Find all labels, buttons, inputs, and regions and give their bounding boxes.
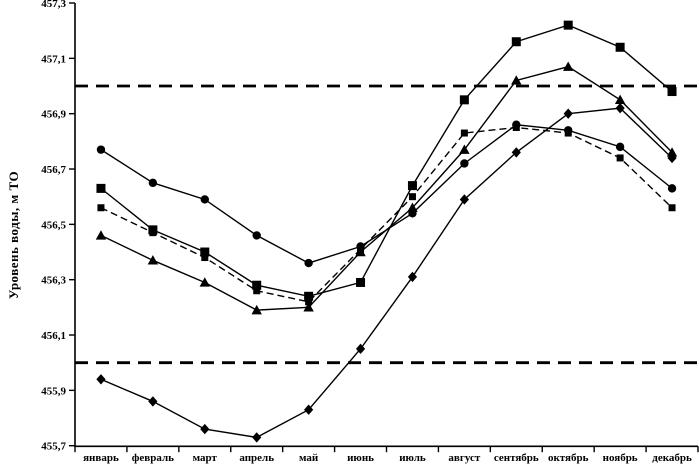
axes bbox=[74, 3, 698, 448]
circle-series-line bbox=[100, 124, 673, 264]
y-tick-label: 456,3 bbox=[41, 275, 66, 287]
diamond-marker bbox=[459, 194, 469, 205]
triangle-marker bbox=[666, 147, 678, 157]
y-tick-label: 456,9 bbox=[41, 109, 66, 121]
y-tick-label: 457,3 bbox=[41, 0, 66, 10]
square-marker bbox=[96, 183, 106, 193]
square-marker bbox=[252, 280, 262, 290]
y-tick-label: 455,7 bbox=[41, 441, 66, 453]
diamond-series-line bbox=[100, 107, 673, 439]
x-tick-label: август bbox=[448, 452, 480, 464]
small-square-marker bbox=[253, 287, 261, 295]
x-axis: январь февраль март апрель май июнь июль август… bbox=[74, 446, 699, 464]
triangle-marker bbox=[199, 277, 210, 287]
x-tick-label: октябрь bbox=[548, 452, 589, 464]
diamond-marker bbox=[511, 147, 521, 158]
square-marker bbox=[667, 87, 677, 97]
x-tick-label: апрель bbox=[239, 452, 274, 464]
square-marker bbox=[407, 181, 417, 191]
triangle-marker bbox=[459, 144, 470, 154]
y-tick-label: 456,5 bbox=[41, 219, 66, 231]
x-tick-label: май bbox=[299, 452, 319, 464]
x-tick-label: декабрь bbox=[652, 452, 692, 464]
x-tick-label: январь bbox=[83, 452, 119, 464]
y-tick-label: 456,7 bbox=[41, 164, 66, 176]
diamond-marker bbox=[200, 423, 210, 435]
triangle-marker bbox=[251, 304, 262, 315]
small-square-dashed-series bbox=[97, 124, 676, 306]
square-marker bbox=[356, 277, 366, 287]
y-tick-label: 455,9 bbox=[41, 385, 66, 397]
triangle-series-line bbox=[100, 65, 673, 311]
small-square-marker bbox=[201, 254, 209, 262]
y-tick-label: 457,1 bbox=[41, 53, 66, 65]
small-square-marker bbox=[616, 154, 624, 162]
small-square-dashed-series-line bbox=[100, 126, 673, 303]
circle-marker bbox=[252, 231, 261, 240]
circle-marker bbox=[667, 184, 677, 193]
circle-marker bbox=[460, 159, 469, 168]
small-square-marker bbox=[149, 229, 157, 237]
diamond-series bbox=[96, 102, 677, 443]
triangle-marker bbox=[147, 255, 159, 265]
diamond-marker bbox=[252, 432, 262, 443]
x-tick-label: сентябрь bbox=[494, 452, 539, 464]
triangle-marker bbox=[303, 302, 314, 312]
x-tick-label: март bbox=[193, 452, 218, 464]
diamond-marker bbox=[407, 271, 418, 283]
diamond-marker bbox=[304, 404, 314, 415]
y-axis: 455,7 455,9 456,1 456,3 456,5 456,7 456,9 457,1… bbox=[41, 0, 75, 453]
circle-marker bbox=[96, 145, 106, 154]
square-marker bbox=[200, 247, 210, 257]
x-tick-label: июль bbox=[399, 452, 426, 464]
x-tick-label: ноябрь bbox=[603, 452, 638, 464]
square-marker bbox=[511, 37, 521, 47]
diamond-marker bbox=[96, 374, 106, 385]
square-marker bbox=[615, 42, 625, 52]
reference-lines bbox=[75, 84, 698, 365]
circle-marker bbox=[200, 195, 209, 204]
triangle-marker bbox=[407, 202, 418, 212]
small-square-marker bbox=[97, 204, 105, 212]
triangle-marker bbox=[511, 75, 522, 85]
circle-marker bbox=[148, 178, 158, 188]
diamond-marker bbox=[355, 343, 366, 355]
x-tick-label: февраль bbox=[132, 452, 174, 464]
small-square-marker bbox=[460, 129, 468, 137]
square-series-line bbox=[100, 24, 673, 298]
diamond-marker bbox=[615, 102, 625, 114]
small-square-marker bbox=[408, 193, 416, 201]
square-marker bbox=[563, 20, 573, 30]
small-square-marker bbox=[305, 298, 313, 306]
diamond-marker bbox=[563, 108, 573, 119]
triangle-marker bbox=[95, 230, 107, 240]
diamond-marker bbox=[148, 396, 158, 407]
x-tick-label: июнь bbox=[347, 452, 374, 464]
circle-marker bbox=[615, 142, 625, 152]
square-series bbox=[96, 20, 677, 301]
triangle-series bbox=[95, 61, 678, 315]
triangle-marker bbox=[563, 61, 574, 71]
diamond-marker bbox=[667, 152, 677, 164]
circle-marker bbox=[304, 258, 313, 268]
square-marker bbox=[304, 291, 314, 301]
triangle-marker bbox=[355, 246, 366, 257]
square-marker bbox=[459, 95, 469, 105]
y-tick-label: 456,1 bbox=[41, 330, 66, 342]
small-square-marker bbox=[564, 129, 572, 137]
small-square-marker bbox=[512, 124, 520, 132]
triangle-marker bbox=[614, 94, 626, 105]
small-square-marker bbox=[668, 204, 676, 212]
